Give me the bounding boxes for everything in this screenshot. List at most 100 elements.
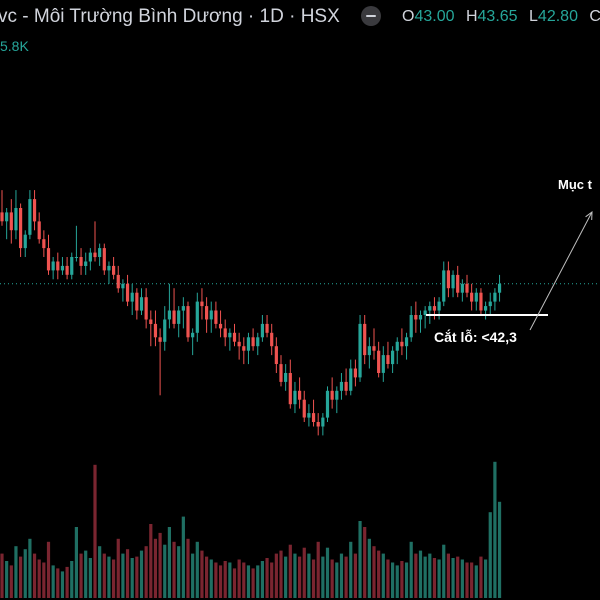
candle-body xyxy=(93,252,97,258)
candle-body xyxy=(116,274,120,289)
volume-bar xyxy=(395,565,399,598)
volume-bar xyxy=(195,541,199,598)
volume-bar xyxy=(404,562,409,598)
candle-body xyxy=(14,208,18,231)
candle-body xyxy=(23,234,27,249)
volume-bar xyxy=(177,546,181,598)
candle-body xyxy=(242,346,246,351)
symbol-title[interactable]: vc - Môi Trường Bình Dương · 1D · HSX xyxy=(0,6,340,27)
candle-body xyxy=(428,306,432,311)
candle-body xyxy=(177,310,181,324)
volume-bar xyxy=(493,461,497,598)
volume-bar xyxy=(158,532,162,598)
candle-body xyxy=(107,265,111,271)
candle-body xyxy=(88,252,92,262)
volume-bar xyxy=(423,556,427,598)
candle-body xyxy=(19,208,23,249)
volume-bar xyxy=(381,553,385,598)
volume-bar xyxy=(32,553,37,598)
candle-body xyxy=(321,417,325,427)
collapse-icon[interactable] xyxy=(361,6,381,26)
volume-bar xyxy=(256,565,260,598)
volume-bar xyxy=(60,571,65,598)
volume-bar xyxy=(37,559,41,598)
low-value: 42.80 xyxy=(537,8,578,25)
candle-body xyxy=(56,261,60,271)
volume-bar xyxy=(46,541,51,598)
candle-body xyxy=(60,265,65,271)
volume-bar xyxy=(442,544,446,598)
volume-bar xyxy=(5,561,9,598)
candle-body xyxy=(288,373,292,405)
volume-bar xyxy=(400,561,404,598)
candle-body xyxy=(256,337,260,347)
volume-bar xyxy=(65,566,69,598)
volume-bar xyxy=(274,553,278,598)
volume-bar xyxy=(0,553,4,598)
candle-body xyxy=(298,390,302,400)
candle-body xyxy=(163,319,167,342)
volume-bar xyxy=(265,558,269,598)
volume-bar xyxy=(460,559,464,598)
candle-body xyxy=(423,310,427,315)
volume-bar xyxy=(451,558,455,598)
volume-bar xyxy=(186,538,190,598)
candle-body xyxy=(418,315,423,320)
candle-body xyxy=(121,283,125,289)
volume-bar xyxy=(316,541,320,598)
volume-bar xyxy=(479,556,483,598)
volume-bar xyxy=(121,553,125,598)
candle-body xyxy=(200,301,204,307)
volume-bar xyxy=(484,559,488,598)
open-value: 43.00 xyxy=(414,8,455,25)
volume-bar xyxy=(93,464,97,598)
candle-body xyxy=(167,310,171,320)
close-key: C xyxy=(589,8,600,25)
candle-body xyxy=(437,301,441,311)
volume-bar xyxy=(135,556,139,598)
volume-bar xyxy=(339,553,344,598)
volume-bar xyxy=(56,568,60,598)
candle-body xyxy=(186,306,190,338)
candle-body xyxy=(409,315,413,338)
candle-body xyxy=(381,355,385,373)
candle-body xyxy=(5,212,9,222)
volume-bar xyxy=(200,550,204,598)
volume-bar xyxy=(209,559,213,598)
volume-bar xyxy=(51,565,55,598)
volume-bar xyxy=(311,559,316,598)
low-key: L xyxy=(529,8,538,25)
volume-bar xyxy=(70,561,74,598)
volume-bar xyxy=(214,562,218,598)
stop-loss-label[interactable]: Cắt lỗ: <42,3 xyxy=(434,328,517,345)
target-arrow[interactable] xyxy=(529,211,593,331)
target-label[interactable]: Mục t xyxy=(558,177,593,192)
candle-body xyxy=(135,292,139,311)
candle-body xyxy=(251,337,255,347)
volume-bar xyxy=(112,559,116,598)
volume-bar xyxy=(23,549,27,598)
candle-body xyxy=(9,212,13,231)
volume-bar xyxy=(260,561,264,598)
candle-body xyxy=(265,323,269,333)
candle-body xyxy=(32,199,37,222)
candle-body xyxy=(414,315,418,320)
candle-body xyxy=(404,337,409,347)
candle-body xyxy=(65,265,69,275)
candle-body xyxy=(51,261,55,271)
volume-bar xyxy=(218,565,223,598)
candle-body xyxy=(395,341,399,351)
volume-bar xyxy=(367,538,371,598)
volume-bar xyxy=(237,559,241,598)
candle-body xyxy=(102,248,106,271)
candle-body xyxy=(98,248,102,257)
candle-body xyxy=(316,422,320,427)
candle-body xyxy=(358,323,362,378)
candle-body xyxy=(377,350,381,373)
volume-bar xyxy=(149,524,153,598)
candle-body xyxy=(432,306,437,311)
volume-bar xyxy=(181,516,185,598)
volume-bar xyxy=(474,565,478,598)
volume-bar xyxy=(349,541,353,598)
